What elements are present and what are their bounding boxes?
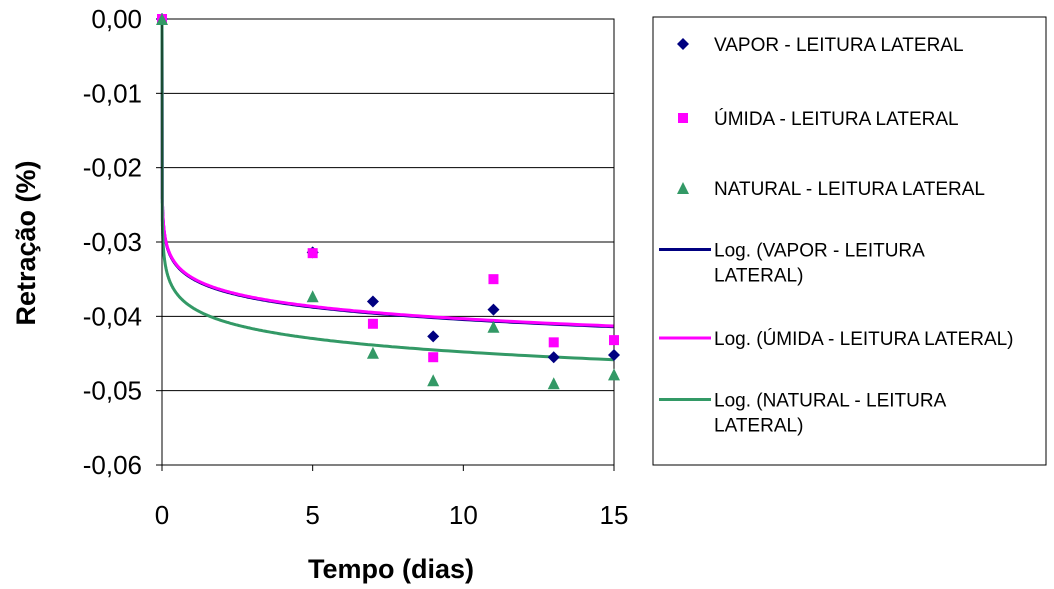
data-point-series-2 [608, 368, 620, 381]
y-axis-title: Retração (%) [11, 160, 41, 325]
x-tick-label: 0 [155, 500, 169, 530]
data-point-series-0 [608, 348, 620, 361]
x-axis-title: Tempo (dias) [308, 554, 474, 584]
data-point-series-0 [547, 351, 560, 364]
y-tick-label: 0,00 [91, 4, 142, 34]
data-point-series-1 [307, 248, 318, 259]
data-point-series-2 [366, 346, 379, 359]
legend-label-line: NATURAL - LEITURA LATERAL [714, 179, 985, 200]
data-point-series-0 [427, 330, 440, 343]
data-points [156, 13, 620, 390]
legend-label-line: LATERAL) [714, 416, 803, 437]
data-point-series-0 [366, 295, 379, 308]
legend-label-line: Log. (NATURAL - LEITURA [714, 391, 947, 412]
y-tick-label: -0,04 [83, 301, 142, 331]
y-tick-label: -0,02 [83, 153, 142, 183]
legend-marker-1 [678, 113, 688, 123]
legend-label-4: Log. (ÚMIDA - LEITURA LATERAL) [714, 328, 1014, 350]
tick-labels: 0,00 -0,01 -0,02 -0,03 -0,04 -0,05 -0,06 0 5 10 15 [83, 4, 629, 530]
legend-marker-2 [677, 182, 689, 194]
data-point-series-1 [488, 274, 499, 285]
x-tick-label: 10 [449, 500, 478, 530]
data-point-series-2 [547, 377, 560, 390]
trendlines [160, 18, 615, 362]
data-point-series-2 [306, 290, 319, 303]
legend-marker-0 [677, 38, 689, 50]
legend-label-line: LATERAL) [714, 266, 803, 287]
legend-label-line: VAPOR - LEITURA LATERAL [714, 35, 964, 56]
gridlines [162, 18, 614, 466]
legend-box [652, 16, 1047, 466]
data-point-series-1 [548, 337, 559, 348]
data-point-series-2 [427, 374, 440, 387]
data-point-series-2 [487, 320, 500, 333]
x-tick-label: 5 [305, 500, 319, 530]
data-point-series-1 [609, 335, 619, 346]
legend-label-0: VAPOR - LEITURA LATERAL [714, 35, 964, 56]
y-tick-label: -0,03 [83, 227, 142, 257]
legend: VAPOR - LEITURA LATERAL ÚMIDA - LEITURA L… [652, 16, 1047, 466]
legend-label-1: ÚMIDA - LEITURA LATERAL [714, 108, 959, 130]
trendline-1 [160, 18, 615, 328]
y-tick-label: -0,01 [83, 78, 142, 108]
legend-label-5: Log. (NATURAL - LEITURA LATERAL) [714, 391, 947, 437]
data-point-series-1 [367, 318, 378, 329]
trendline-2 [160, 18, 615, 362]
y-tick-label: -0,05 [83, 376, 142, 406]
legend-label-line: ÚMIDA - LEITURA LATERAL [714, 108, 959, 130]
x-tick-label: 15 [600, 500, 629, 530]
legend-label-line: Log. (ÚMIDA - LEITURA LATERAL) [714, 328, 1014, 350]
data-point-series-0 [487, 303, 500, 316]
data-point-series-2 [156, 13, 168, 25]
plot-area [161, 18, 615, 466]
y-tick-label: -0,06 [83, 450, 142, 480]
axes [156, 18, 615, 471]
legend-label-2: NATURAL - LEITURA LATERAL [714, 179, 985, 200]
data-point-series-1 [428, 352, 439, 363]
legend-label-3: Log. (VAPOR - LEITURA LATERAL) [714, 241, 925, 287]
trendline-0 [160, 18, 615, 329]
legend-label-line: Log. (VAPOR - LEITURA [714, 241, 925, 262]
